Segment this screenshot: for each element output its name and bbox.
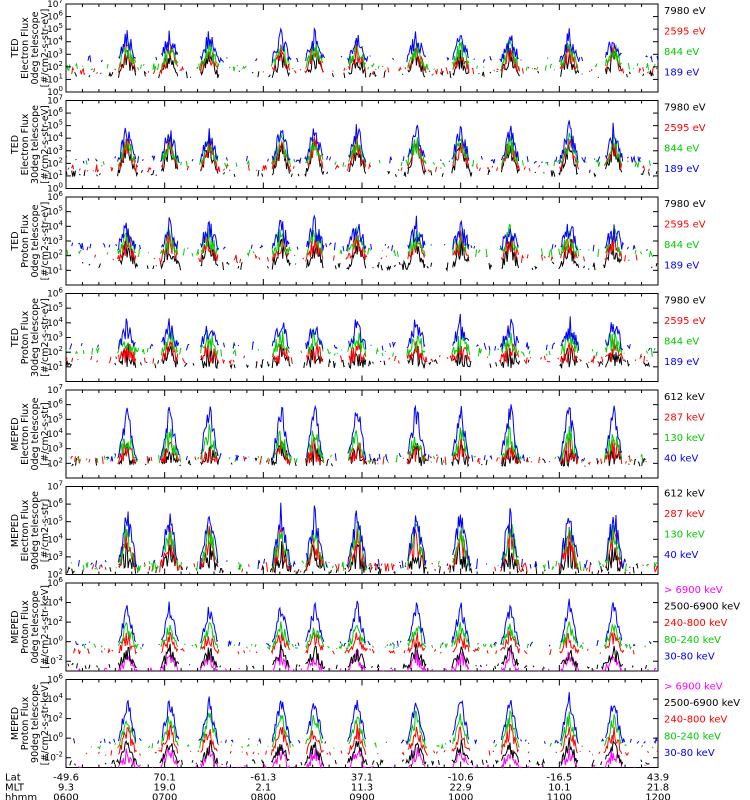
legend-entry: 2595 eV bbox=[664, 26, 706, 37]
footer-row-label: MLT bbox=[5, 783, 25, 794]
footer-value: 22.9 bbox=[450, 783, 472, 794]
footer-value: 19.0 bbox=[154, 783, 176, 794]
y-axis-title: TEDElectron Flux30deg telescope[#/cm2-s-… bbox=[10, 105, 51, 184]
footer-value: 37.1 bbox=[351, 773, 373, 784]
footer-value: 0700 bbox=[152, 793, 177, 800]
y-axis-title: TEDElectron Flux0deg telescope[#/cm2-s-s… bbox=[10, 9, 51, 88]
legend-entry: > 6900 keV bbox=[664, 682, 723, 693]
panel-frame bbox=[65, 293, 659, 382]
panel-frame bbox=[65, 196, 659, 286]
y-tick-label: 107 bbox=[47, 383, 63, 396]
y-tick-label: 107 bbox=[47, 480, 63, 493]
legend-entry: 2595 eV bbox=[664, 219, 706, 230]
series-trace bbox=[85, 723, 659, 756]
legend-entry: > 6900 keV bbox=[664, 585, 723, 596]
legend-entry: 189 eV bbox=[664, 67, 699, 78]
footer-value: 21.8 bbox=[647, 783, 669, 794]
footer-value: 11.3 bbox=[351, 783, 373, 794]
orbit-footer: Lat -49.6 70.1 -61.3 37.1 -10.6 -16.5 43.9 MLT 9.… bbox=[5, 773, 671, 800]
legend-entry: 189 eV bbox=[664, 260, 699, 271]
footer-value: -49.6 bbox=[53, 773, 79, 784]
series-trace bbox=[91, 525, 659, 574]
y-axis-title: MEPEDProton Flux0deg telescope[#/cm2-s-s… bbox=[10, 585, 51, 669]
legend-entry: 844 eV bbox=[664, 143, 699, 154]
y-axis-title: MEPEDElectron Flux90deg telescope[#/cm2-… bbox=[10, 491, 51, 570]
footer-value: 9.3 bbox=[58, 783, 74, 794]
footer-value: -61.3 bbox=[250, 773, 276, 784]
legend-entry: 2595 eV bbox=[664, 316, 706, 327]
legend-entry: 240-800 keV bbox=[664, 618, 728, 629]
legend-entry: 7980 eV bbox=[664, 296, 706, 307]
y-axis-title: TEDProton Flux30deg telescope[#/cm2-s-st… bbox=[10, 298, 51, 377]
legend-entry: 287 keV bbox=[664, 509, 705, 520]
legend-entry: 80-240 keV bbox=[664, 635, 721, 646]
series-trace bbox=[87, 26, 659, 64]
y-tick-label: 106 bbox=[47, 287, 63, 300]
legend-entry: 287 keV bbox=[664, 412, 705, 423]
legend-entry: 40 keV bbox=[664, 453, 698, 464]
y-tick-label: 107 bbox=[47, 0, 63, 10]
legend-entry: 30-80 keV bbox=[664, 748, 715, 759]
footer-value: -16.5 bbox=[546, 773, 572, 784]
footer-value: 1100 bbox=[547, 793, 572, 800]
panel-frame bbox=[65, 582, 659, 672]
y-axis-title: MEPEDProton Flux90deg telescope[#/cm2-s-… bbox=[10, 682, 51, 766]
legend-entry: 2595 eV bbox=[664, 123, 706, 134]
legend-entry: 7980 eV bbox=[664, 199, 706, 210]
series-trace bbox=[65, 328, 656, 357]
footer-row-label: Lat bbox=[5, 773, 21, 784]
panel-frame bbox=[65, 389, 659, 479]
y-axis-title: TEDProton Flux0deg telescope[#/cm2-s-str… bbox=[10, 202, 51, 281]
footer-value: 1200 bbox=[645, 793, 670, 800]
y-axis-title: MEPEDElectron Flux0deg telescope[#/cm2-s… bbox=[10, 397, 51, 470]
legend-entry: 40 keV bbox=[664, 550, 698, 561]
legend-entry: 30-80 keV bbox=[664, 651, 715, 662]
legend-entry: 2500-6900 keV bbox=[664, 602, 740, 613]
legend-entry: 7980 eV bbox=[664, 6, 706, 17]
legend-entry: 612 keV bbox=[664, 392, 705, 403]
footer-value: 43.9 bbox=[647, 773, 669, 784]
footer-value: 1000 bbox=[448, 793, 473, 800]
footer-value: 0600 bbox=[53, 793, 78, 800]
series-trace bbox=[94, 229, 659, 265]
series-trace bbox=[66, 38, 656, 72]
footer-value: 10.1 bbox=[548, 783, 570, 794]
legend-entry: 612 keV bbox=[664, 489, 705, 500]
footer-value: 0800 bbox=[251, 793, 276, 800]
legend-entry: 189 eV bbox=[664, 357, 699, 368]
footer-value: 0900 bbox=[349, 793, 374, 800]
series-trace bbox=[70, 521, 658, 572]
legend-entry: 2500-6900 keV bbox=[664, 698, 740, 709]
series-trace bbox=[85, 131, 651, 169]
series-trace bbox=[81, 236, 658, 273]
footer-value: 70.1 bbox=[154, 773, 176, 784]
legend-entry: 240-800 keV bbox=[664, 715, 728, 726]
legend-entry: 189 eV bbox=[664, 164, 699, 175]
legend-entry: 80-240 keV bbox=[664, 731, 721, 742]
legend-entry: 130 keV bbox=[664, 529, 705, 540]
series-trace bbox=[90, 709, 654, 750]
series-trace bbox=[73, 692, 658, 745]
footer-row-label: hhmm bbox=[5, 793, 37, 800]
legend-entry: 844 eV bbox=[664, 336, 699, 347]
footer-value: 2.1 bbox=[255, 783, 271, 794]
legend-entry: 7980 eV bbox=[664, 103, 706, 114]
legend-entry: 844 eV bbox=[664, 240, 699, 251]
legend-entry: 130 keV bbox=[664, 433, 705, 444]
footer-value: -10.6 bbox=[448, 773, 474, 784]
legend-entry: 844 eV bbox=[664, 47, 699, 58]
